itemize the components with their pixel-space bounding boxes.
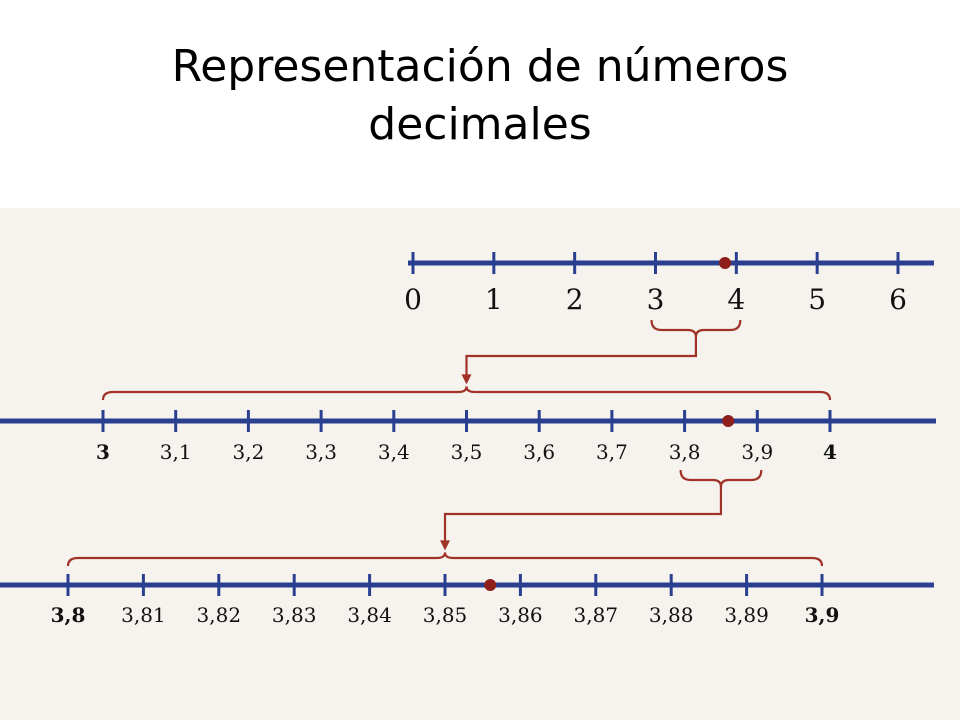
- tick-label: 2: [566, 283, 584, 316]
- tick-label: 3,9: [741, 440, 773, 464]
- number-line-hundredths: 3,8 3,81 3,82 3,83 3,84 3,85 3,86 3,87 3,88 3,89 3…: [0, 574, 934, 627]
- title-line-1: Representación de números: [171, 41, 789, 92]
- tick-label: 3,82: [197, 603, 242, 627]
- tick-label: 3,6: [523, 440, 555, 464]
- tick-label: 0: [404, 283, 422, 316]
- tick-label: 3,83: [272, 603, 317, 627]
- target-brace: [101, 386, 832, 401]
- tick-label: 3,2: [232, 440, 264, 464]
- tick-label: 3,9: [805, 603, 840, 627]
- tick-label: 3: [647, 283, 665, 316]
- slide-title: Representación de números decimales: [0, 38, 960, 154]
- arrow-head: [461, 374, 472, 385]
- tick-label: 3,8: [51, 603, 86, 627]
- tick-label: 3,85: [423, 603, 468, 627]
- marked-point: [484, 579, 497, 591]
- tick-label: 4: [727, 283, 745, 316]
- range-brace: [650, 319, 742, 338]
- tick-label: 3,8: [669, 440, 701, 464]
- zoom-arrow: [443, 487, 723, 549]
- number-line-tenths: 3 3,1 3,2 3,3 3,4 3,5 3,6 3,7 3,8 3,9 4: [0, 410, 936, 464]
- tick-label: 3,3: [305, 440, 337, 464]
- number-lines: 0 1 2 3 4 5 63 3,1 3,2 3,3 3,4 3,5 3,6 3,7 3,8 3,9 43,8 3…: [0, 252, 936, 627]
- title-line-2: decimales: [368, 99, 592, 150]
- tick-label: 3,7: [596, 440, 628, 464]
- tick-label: 3: [96, 440, 110, 464]
- tick-label: 4: [823, 440, 837, 464]
- tick-label: 3,87: [574, 603, 619, 627]
- zoom-units-to-tenths: [101, 319, 832, 401]
- range-brace: [679, 469, 763, 488]
- tick-label: 3,88: [649, 603, 694, 627]
- marked-point: [719, 257, 732, 269]
- arrow-head: [440, 540, 450, 551]
- tick-label: 3,1: [160, 440, 192, 464]
- tick-label: 3,4: [378, 440, 410, 464]
- zoom-tenths-to-hundredths: [66, 469, 824, 567]
- zoom-arrow: [465, 337, 698, 383]
- target-brace: [66, 552, 824, 567]
- tick-label: 3,89: [724, 603, 769, 627]
- number-line-units: 0 1 2 3 4 5 6: [404, 252, 934, 316]
- tick-label: 3,5: [451, 440, 483, 464]
- marked-point: [722, 415, 735, 427]
- tick-label: 5: [808, 283, 826, 316]
- number-line-diagram: 0 1 2 3 4 5 63 3,1 3,2 3,3 3,4 3,5 3,6 3,7 3,8 3,9 43,8 3…: [0, 208, 960, 720]
- tick-label: 3,84: [347, 603, 392, 627]
- tick-label: 1: [485, 283, 503, 316]
- tick-label: 3,86: [498, 603, 543, 627]
- zoom-connectors: [66, 319, 832, 567]
- tick-label: 6: [889, 283, 907, 316]
- tick-label: 3,81: [121, 603, 166, 627]
